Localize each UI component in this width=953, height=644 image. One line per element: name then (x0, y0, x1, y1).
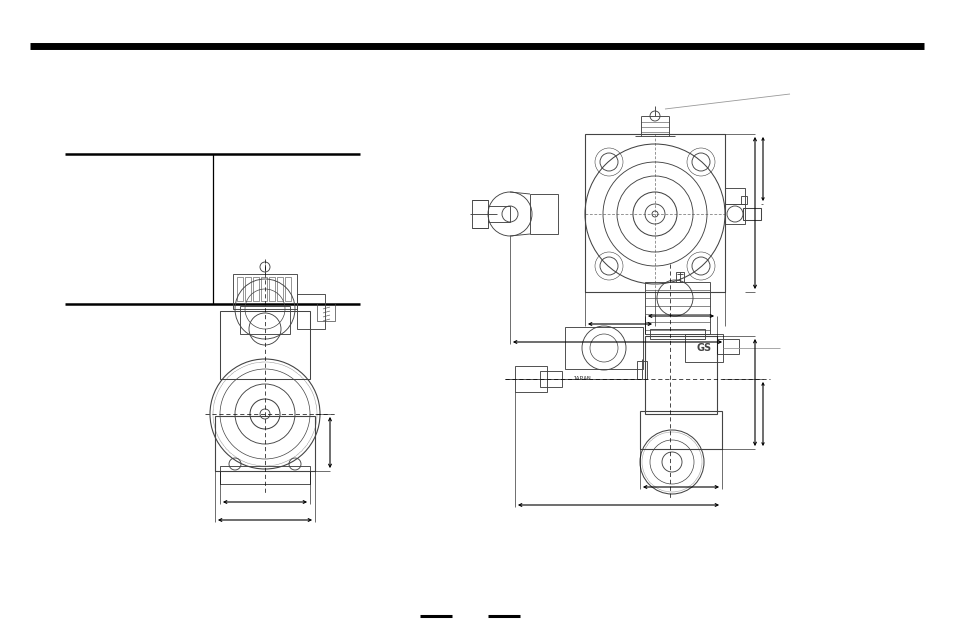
Bar (676, 272, 683, 282)
Bar (530, 194, 558, 234)
Bar (684, 334, 722, 362)
Bar (296, 294, 325, 329)
Bar (584, 134, 724, 292)
Bar (214, 416, 314, 471)
Bar (220, 311, 310, 379)
Bar (236, 277, 243, 301)
Bar (639, 411, 721, 449)
Bar (649, 329, 704, 339)
Bar (724, 188, 744, 204)
Bar (316, 303, 335, 321)
Text: GS: GS (696, 343, 711, 353)
Bar (220, 466, 310, 484)
Bar (261, 277, 267, 301)
Bar (245, 277, 251, 301)
Bar (539, 371, 561, 387)
Bar (488, 206, 510, 222)
Bar (724, 204, 744, 224)
Bar (740, 196, 746, 204)
Bar (240, 306, 290, 334)
Bar (269, 277, 274, 301)
Bar (233, 274, 296, 309)
Bar (285, 277, 291, 301)
Text: JAPAN: JAPAN (572, 375, 591, 381)
Bar (637, 361, 646, 379)
Bar (564, 327, 642, 369)
Bar (472, 200, 488, 228)
Bar (276, 277, 283, 301)
Bar (515, 366, 546, 392)
Bar (644, 282, 709, 334)
Bar (253, 277, 258, 301)
Bar (717, 339, 739, 354)
Bar (742, 208, 760, 220)
Bar (644, 336, 717, 414)
